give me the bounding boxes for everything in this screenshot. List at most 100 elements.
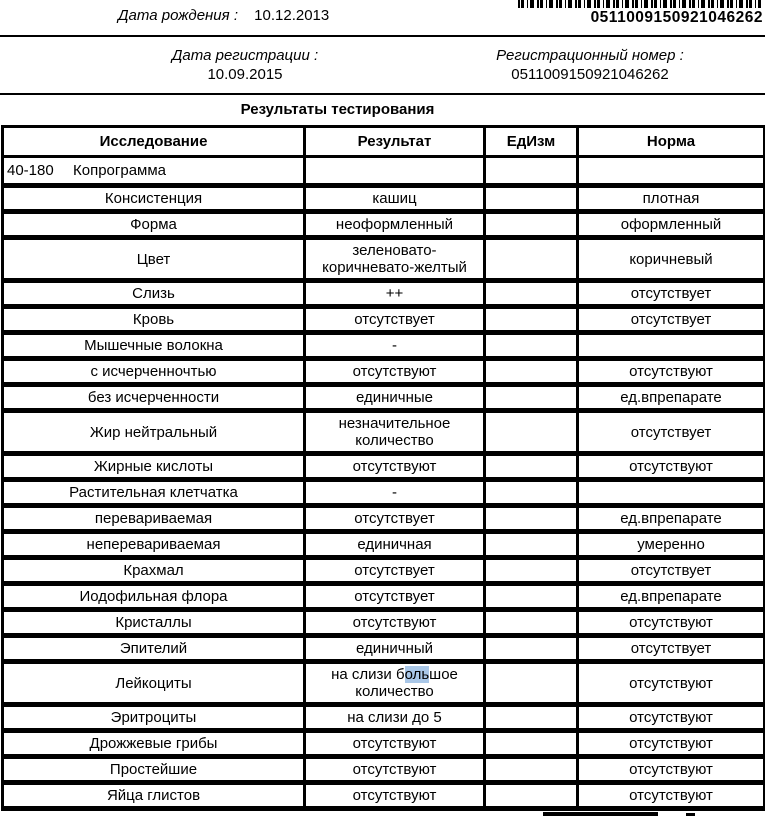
result-cell: отсутствует	[303, 503, 486, 534]
study-name: Цвет	[136, 250, 171, 268]
norm-cell: отсутствует	[576, 304, 765, 335]
result-cell: отсутствуют	[303, 754, 486, 785]
unit-cell	[483, 477, 579, 508]
study-cell: Дрожжевые грибы	[1, 728, 306, 759]
unit-cell	[483, 382, 579, 413]
result-cell: отсутствуют	[303, 356, 486, 387]
table-row: без исчерченности единичные ед.впрепарате	[1, 382, 765, 413]
study-cell: Эритроциты	[1, 702, 306, 733]
divider-middle	[0, 93, 765, 95]
unit-cell	[483, 304, 579, 335]
norm-cell: плотная	[576, 183, 765, 214]
birth-date-line: Дата рождения : 10.12.2013	[118, 7, 329, 24]
table-row: Растительная клетчатка -	[1, 477, 765, 508]
unit-cell	[483, 754, 579, 785]
registration-number-label: Регистрационный номер :	[496, 47, 684, 64]
study-cell: Кристаллы	[1, 607, 306, 638]
unit-cell	[483, 555, 579, 586]
result-cell: отсутствуют	[303, 607, 486, 638]
study-cell: Жирные кислоты	[1, 451, 306, 482]
unit-cell	[483, 235, 579, 283]
unit-cell	[483, 408, 579, 456]
result-cell: ++	[303, 278, 486, 309]
study-cell: Эпителий	[1, 633, 306, 664]
norm-cell: отсутствуют	[576, 702, 765, 733]
norm-cell: отсутствует	[576, 555, 765, 586]
unit-cell	[483, 607, 579, 638]
result-cell: единичный	[303, 633, 486, 664]
norm-cell: оформленный	[576, 209, 765, 240]
result-cell: отсутствует	[303, 581, 486, 612]
table-row: Иодофильная флора отсутствует ед.впрепарат…	[1, 581, 765, 612]
study-cell: Крахмал	[1, 555, 306, 586]
table-row: неперевариваемая единичная умеренно	[1, 529, 765, 560]
results-table: Исследование Результат ЕдИзм Норма 40-18…	[1, 125, 765, 811]
table-row: Крахмал отсутствует отсутствует	[1, 555, 765, 586]
norm-cell: ед.впрепарате	[576, 382, 765, 413]
norm-cell: умеренно	[576, 529, 765, 560]
study-name: перевариваемая	[94, 510, 213, 527]
result-cell: зеленовато-коричневато-желтый	[303, 235, 486, 283]
norm-cell: отсутствуют	[576, 754, 765, 785]
table-row: перевариваемая отсутствует ед.впрепарате	[1, 503, 765, 534]
result-cell: на слизи большое количество	[303, 659, 486, 707]
norm-cell: отсутствуют	[576, 728, 765, 759]
result-cell: -	[303, 477, 486, 508]
study-name: Растительная клетчатка	[69, 484, 238, 501]
barcode-block: 0511009150921046262	[518, 0, 763, 27]
unit-cell	[483, 330, 579, 361]
unit-cell	[483, 155, 579, 188]
unit-cell	[483, 581, 579, 612]
column-header-study: Исследование	[1, 125, 306, 158]
study-name: Лейкоциты	[115, 674, 192, 692]
table-row: Дрожжевые грибы отсутствуют отсутствуют	[1, 728, 765, 759]
barcode-icon	[518, 0, 761, 8]
norm-cell: отсутствуют	[576, 607, 765, 638]
divider-top	[0, 35, 765, 37]
unit-cell	[483, 728, 579, 759]
study-name: Жир нейтральный	[89, 423, 218, 441]
selected-text: оль	[404, 666, 430, 683]
table-row: Простейшие отсутствуют отсутствуют	[1, 754, 765, 785]
result-cell: единичные	[303, 382, 486, 413]
table-row: Цвет зеленовато-коричневато-желтый коричне…	[1, 235, 765, 283]
study-name: Жирные кислоты	[93, 458, 214, 475]
study-cell: 40-180 Копрограмма	[1, 155, 306, 188]
unit-cell	[483, 529, 579, 560]
study-name: Крахмал	[123, 562, 184, 579]
study-name: Кровь	[132, 311, 175, 328]
study-cell: Яйца глистов	[1, 780, 306, 811]
result-cell	[303, 155, 486, 188]
registration-date-block: Дата регистрации : 10.09.2015	[90, 46, 400, 84]
unit-cell	[483, 633, 579, 664]
result-cell: отсутствуют	[303, 728, 486, 759]
study-name: Эритроциты	[110, 709, 197, 726]
norm-cell: отсутствуют	[576, 659, 765, 707]
table-row: Жир нейтральный незначительное количество…	[1, 408, 765, 456]
column-header-result: Результат	[303, 125, 486, 158]
norm-cell: отсутствует	[576, 633, 765, 664]
unit-cell	[483, 209, 579, 240]
unit-cell	[483, 183, 579, 214]
table-row: Консистенция кашиц плотная	[1, 183, 765, 214]
table-row: Мышечные волокна -	[1, 330, 765, 361]
study-name: Эпителий	[119, 640, 188, 657]
study-cell: Иодофильная флора	[1, 581, 306, 612]
unit-cell	[483, 356, 579, 387]
registration-date-value: 10.09.2015	[207, 66, 283, 83]
table-row: 40-180 Копрограмма	[1, 155, 765, 188]
norm-cell	[576, 477, 765, 508]
table-row: Кристаллы отсутствуют отсутствуют	[1, 607, 765, 638]
study-cell: Мышечные волокна	[1, 330, 306, 361]
top-header-row: Дата рождения : 10.12.2013 0511009150921…	[0, 0, 765, 35]
registration-row: Дата регистрации : 10.09.2015 Регистраци…	[0, 37, 765, 93]
study-code: 40-180	[7, 162, 54, 179]
study-cell: Цвет	[1, 235, 306, 283]
norm-cell: отсутствует	[576, 278, 765, 309]
study-cell: Простейшие	[1, 754, 306, 785]
result-cell: кашиц	[303, 183, 486, 214]
norm-cell: отсутствует	[576, 408, 765, 456]
table-row: Жирные кислоты отсутствуют отсутствуют	[1, 451, 765, 482]
study-cell: без исчерченности	[1, 382, 306, 413]
